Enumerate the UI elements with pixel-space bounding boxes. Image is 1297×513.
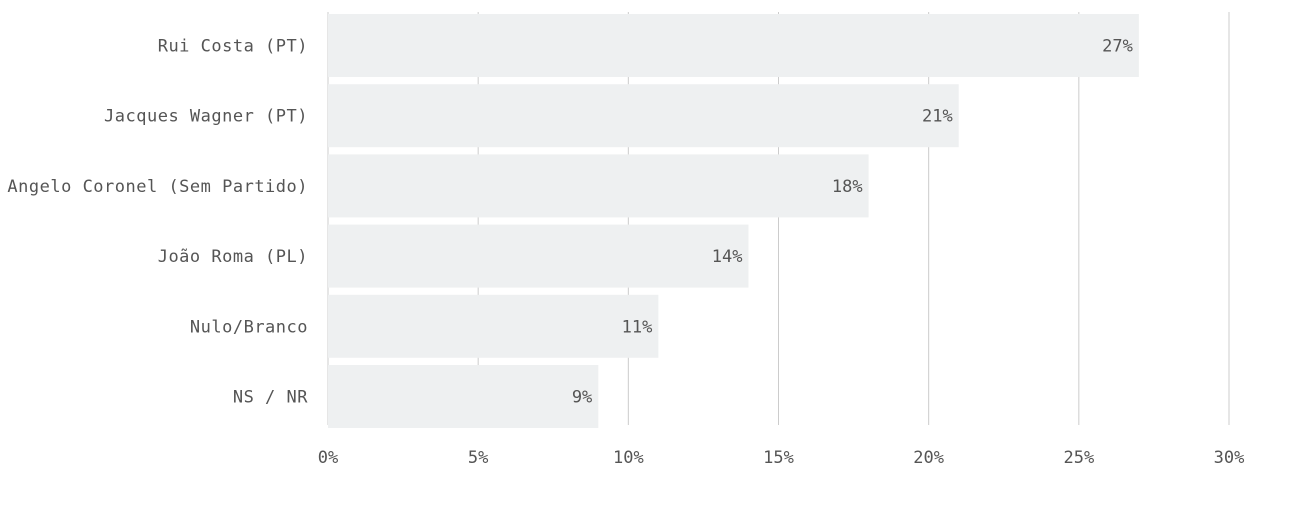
- x-tick-label: 0%: [318, 448, 338, 468]
- category-label: Rui Costa (PT): [158, 37, 308, 57]
- value-label: 18%: [832, 177, 863, 197]
- x-tick-label: 30%: [1214, 448, 1245, 468]
- category-labels: Rui Costa (PT) Jacques Wagner (PT) Angelo …: [7, 37, 308, 408]
- category-label: Jacques Wagner (PT): [104, 107, 308, 127]
- value-label: 14%: [712, 247, 743, 267]
- bar: [328, 154, 869, 218]
- value-label: 21%: [922, 107, 953, 127]
- bar: [328, 294, 659, 358]
- gridlines: [327, 12, 1230, 425]
- x-tick-label: 5%: [468, 448, 488, 468]
- x-tick-label: 15%: [763, 448, 794, 468]
- bar: [328, 84, 959, 148]
- value-label: 9%: [572, 388, 592, 408]
- category-label: NS / NR: [233, 388, 308, 408]
- value-labels: 27% 21% 18% 14% 11% 9%: [572, 37, 1133, 408]
- x-tick-label: 10%: [613, 448, 644, 468]
- bar: [328, 224, 749, 288]
- value-label: 11%: [622, 317, 653, 337]
- x-tick-label: 25%: [1063, 448, 1094, 468]
- bar: [328, 365, 599, 428]
- category-label: Nulo/Branco: [190, 317, 308, 337]
- category-label: João Roma (PL): [158, 247, 308, 267]
- bars: [328, 14, 1139, 428]
- category-label: Angelo Coronel (Sem Partido): [7, 177, 308, 197]
- x-axis-tick-labels: 0% 5% 10% 15% 20% 25% 30%: [318, 448, 1245, 468]
- value-label: 27%: [1102, 37, 1133, 57]
- bar: [328, 14, 1139, 77]
- x-tick-label: 20%: [913, 448, 944, 468]
